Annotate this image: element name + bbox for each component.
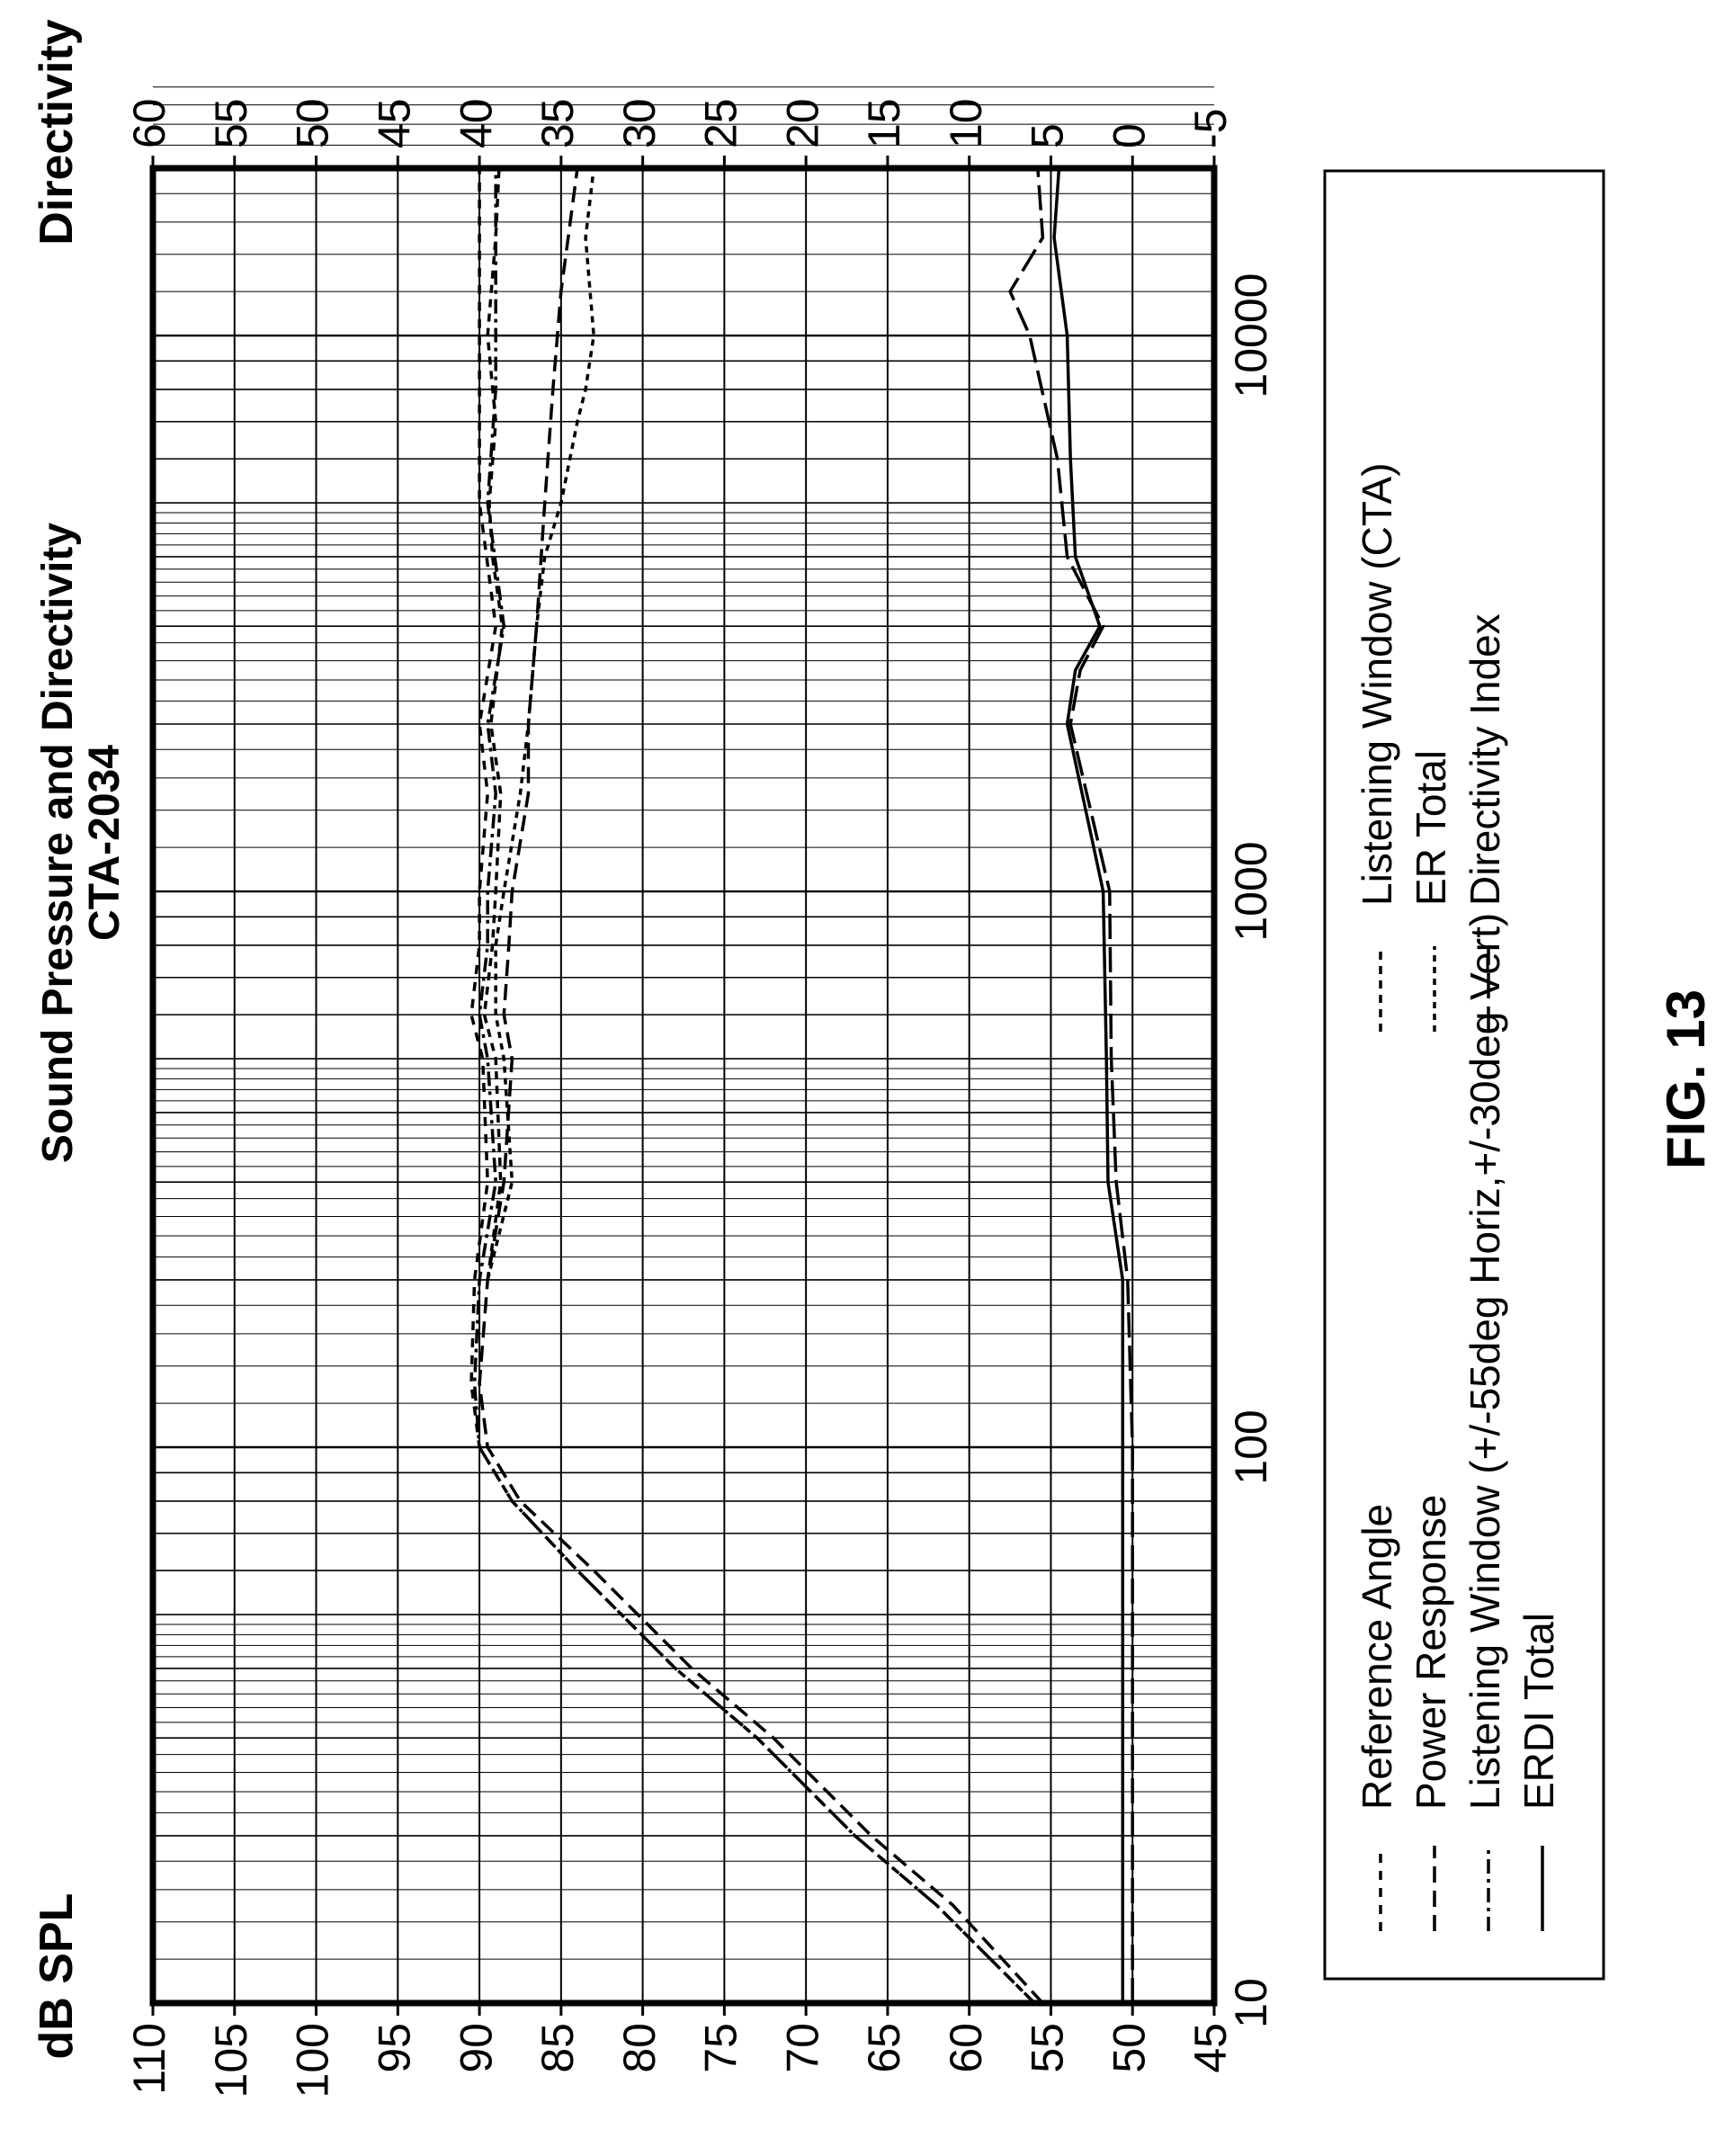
right-tick-label: 10 [941, 98, 991, 148]
right-tick-label: 20 [777, 98, 827, 148]
legend: Reference Angle Power Response Listening W… [1323, 169, 1605, 1981]
left-tick-label: 80 [614, 2023, 665, 2073]
plot-frame [149, 165, 1218, 2007]
left-tick-label: 110 [124, 2023, 174, 2095]
left-axis-title: dB SPL [31, 1893, 83, 2060]
right-tick-label: 35 [532, 98, 583, 148]
left-tick-label: 90 [451, 2023, 501, 2073]
right-axis-ticks: 60 55 50 45 40 35 30 25 20 15 10 5 0 -5 [124, 98, 1236, 168]
series-lines [469, 167, 1134, 2005]
legend-label: ERDI Total [1515, 1613, 1562, 1810]
left-tick-label: 70 [777, 2023, 827, 2073]
series-line [469, 168, 1036, 2005]
right-tick-label: 50 [288, 98, 338, 148]
x-axis-ticks: 10 100 1000 10000 [1226, 273, 1276, 2028]
x-tick-label: 10000 [1226, 273, 1276, 398]
plot-grid [152, 86, 1215, 2005]
legend-box [1323, 169, 1605, 1981]
left-tick-label: 45 [1185, 2023, 1236, 2073]
right-axis-title: Directivity [31, 19, 83, 246]
legend-label: Power Response [1408, 1495, 1454, 1810]
right-tick-label: 5 [1023, 123, 1073, 148]
series-line [486, 167, 595, 1281]
legend-label: Listening Window (CTA) [1354, 462, 1400, 906]
x-tick-label: 1000 [1226, 841, 1276, 941]
x-tick-label: 10 [1226, 1978, 1276, 2028]
left-tick-label: 75 [696, 2023, 746, 2073]
left-tick-label: 85 [532, 2023, 583, 2073]
right-tick-label: 0 [1104, 123, 1154, 148]
right-tick-label: 25 [696, 98, 746, 148]
right-tick-label: 15 [859, 98, 909, 148]
chart-title: Sound Pressure and Directivity [34, 523, 82, 1164]
right-tick-label: -5 [1185, 109, 1236, 148]
figure-label: FIG. 13 [1656, 989, 1716, 1169]
legend-label: ER Total [1408, 750, 1454, 906]
right-tick-label: 40 [451, 98, 501, 148]
legend-label: Directivity Index [1461, 613, 1508, 906]
left-tick-label: 95 [370, 2023, 420, 2073]
series-line [1008, 167, 1134, 2003]
chart-subtitle: CTA-2034 [81, 745, 129, 941]
legend-label: Listening Window (+/-55deg Horiz,+/-30de… [1461, 913, 1508, 1810]
left-tick-label: 55 [1023, 2023, 1073, 2073]
series-line [1052, 167, 1125, 2003]
series-line [482, 167, 505, 1281]
left-tick-label: 65 [859, 2023, 909, 2073]
legend-items: Reference Angle Power Response Listening W… [1354, 462, 1562, 1931]
left-tick-label: 50 [1104, 2023, 1154, 2073]
right-tick-label: 55 [206, 98, 256, 148]
right-tick-label: 30 [614, 98, 665, 148]
left-tick-label: 100 [288, 2023, 338, 2098]
left-axis-ticks: 110 105 100 95 90 85 80 75 70 65 60 55 50 45 [124, 2003, 1236, 2098]
right-tick-label: 45 [370, 98, 420, 148]
series-line [472, 168, 1036, 2005]
left-tick-label: 60 [941, 2023, 991, 2073]
x-tick-label: 100 [1226, 1409, 1276, 1484]
left-tick-label: 105 [206, 2023, 256, 2098]
right-tick-label: 60 [124, 98, 174, 148]
legend-label: Reference Angle [1354, 1504, 1400, 1810]
series-line [478, 167, 1044, 2005]
